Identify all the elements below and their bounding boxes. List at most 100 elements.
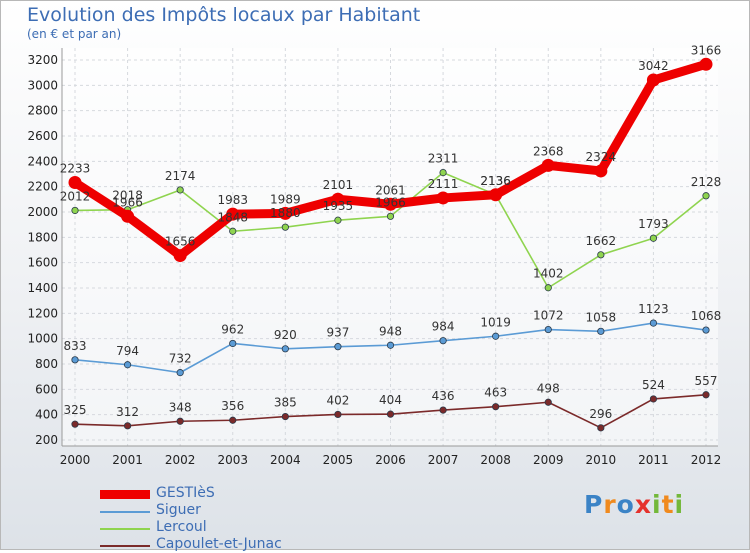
data-point [386,341,395,349]
data-point [649,395,658,403]
data-label: 3042 [638,59,669,73]
data-label: 1402 [533,267,564,281]
data-point [229,227,237,235]
data-point [544,284,552,292]
y-tick-label: 2800 [27,104,58,118]
data-point [699,57,713,71]
data-point [489,188,503,202]
data-label: 557 [695,374,718,388]
data-label: 1966 [375,195,406,209]
data-label: 2368 [533,144,564,158]
legend-item: Siguer [100,502,360,519]
x-tick-label: 2010 [586,453,617,467]
legend-swatch [100,545,150,547]
data-point [439,169,447,177]
data-label: 1983 [217,193,248,207]
proxiti-logo: Proxiti [584,490,685,519]
data-point [71,420,79,428]
data-label: 296 [589,407,612,421]
data-label: 436 [432,389,455,403]
data-label: 1966 [112,195,143,209]
data-point [386,410,395,418]
data-point [71,206,79,215]
legend-label: Capoulet-et-Junac [156,536,282,552]
data-label: 984 [432,320,455,334]
x-tick-label: 2007 [428,453,459,467]
data-point [121,209,135,223]
data-point [544,325,552,334]
data-point [334,343,342,351]
legend-label: Siguer [156,502,201,518]
data-label: 833 [64,339,87,353]
data-label: 948 [379,324,402,338]
data-label: 402 [326,393,349,407]
data-point [71,356,79,364]
data-point [439,337,447,345]
data-label: 463 [484,386,507,400]
data-label: 2018 [112,189,143,203]
data-label: 325 [64,403,87,417]
data-point [123,361,132,369]
x-tick-label: 2012 [691,453,722,467]
data-point [649,234,658,242]
x-tick-label: 2009 [533,453,564,467]
data-label: 962 [221,322,244,336]
y-tick-label: 1600 [27,256,58,270]
data-label: 794 [116,344,139,358]
x-tick-label: 2011 [638,453,669,467]
x-tick-label: 2002 [165,453,196,467]
x-tick-label: 2003 [217,453,248,467]
data-label: 2012 [60,189,91,203]
data-point [176,369,184,377]
x-tick-label: 2006 [375,453,406,467]
data-label: 1656 [165,235,196,249]
data-label: 2128 [691,175,722,189]
data-label: 2061 [375,183,406,197]
legend-item: Lercoul [100,519,360,536]
x-tick-label: 2008 [480,453,511,467]
legend-item: Capoulet-et-Junac [100,536,360,553]
data-label: 356 [221,399,244,413]
x-tick-label: 2000 [60,453,91,467]
data-label: 2174 [165,169,196,183]
data-label: 524 [642,378,665,392]
data-label: 1072 [533,309,564,323]
data-point [68,175,82,189]
y-tick-label: 1200 [27,306,58,320]
data-point [594,164,608,178]
y-tick-label: 3000 [27,78,58,92]
data-point [331,192,345,206]
y-tick-label: 1000 [27,332,58,346]
data-point [173,249,187,263]
data-point [281,345,289,353]
data-point [597,424,605,432]
data-point [386,212,395,220]
y-tick-label: 3200 [27,53,58,67]
y-tick-label: 800 [35,357,58,371]
y-tick-label: 1800 [27,230,58,244]
data-point [649,319,658,327]
data-label: 312 [116,405,139,419]
data-label: 1848 [217,210,248,224]
data-label: 385 [274,396,297,410]
data-point [229,339,237,348]
data-label: 1019 [480,315,511,329]
data-point [541,158,555,172]
y-tick-label: 2200 [27,180,58,194]
data-label: 732 [169,352,192,366]
data-label: 3166 [691,43,722,57]
x-tick-label: 2001 [112,453,143,467]
data-label: 937 [326,326,349,340]
legend-label: GESTIèS [156,485,215,501]
legend-swatch [100,511,150,513]
data-label: 1058 [586,310,617,324]
data-point [334,410,342,419]
data-point [492,332,500,340]
data-point [384,197,397,211]
data-point [597,251,605,259]
data-point [646,73,660,87]
data-label: 1880 [270,206,301,220]
data-point [597,327,605,335]
data-label: 2101 [323,178,354,192]
